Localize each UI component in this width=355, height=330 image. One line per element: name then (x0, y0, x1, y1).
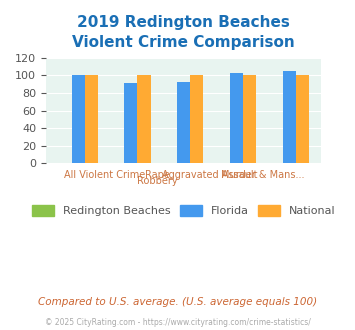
Text: Rape: Rape (145, 170, 170, 181)
Bar (243, 76, 256, 163)
Bar (137, 76, 151, 163)
Bar (85, 76, 98, 163)
Bar (283, 71, 296, 163)
Text: Murder & Mans...: Murder & Mans... (221, 170, 305, 181)
Legend: Redington Beaches, Florida, National: Redington Beaches, Florida, National (28, 201, 340, 221)
Bar (190, 76, 203, 163)
Bar (72, 76, 85, 163)
Bar (230, 73, 243, 163)
Text: All Violent Crime: All Violent Crime (64, 170, 145, 181)
Text: Compared to U.S. average. (U.S. average equals 100): Compared to U.S. average. (U.S. average … (38, 297, 317, 307)
Bar (177, 82, 190, 163)
Bar (296, 76, 309, 163)
Title: 2019 Redington Beaches
Violent Crime Comparison: 2019 Redington Beaches Violent Crime Com… (72, 15, 295, 50)
Text: Robbery: Robbery (137, 176, 178, 186)
Bar (124, 82, 137, 163)
Text: Aggravated Assault: Aggravated Assault (162, 170, 258, 181)
Text: © 2025 CityRating.com - https://www.cityrating.com/crime-statistics/: © 2025 CityRating.com - https://www.city… (45, 318, 310, 327)
